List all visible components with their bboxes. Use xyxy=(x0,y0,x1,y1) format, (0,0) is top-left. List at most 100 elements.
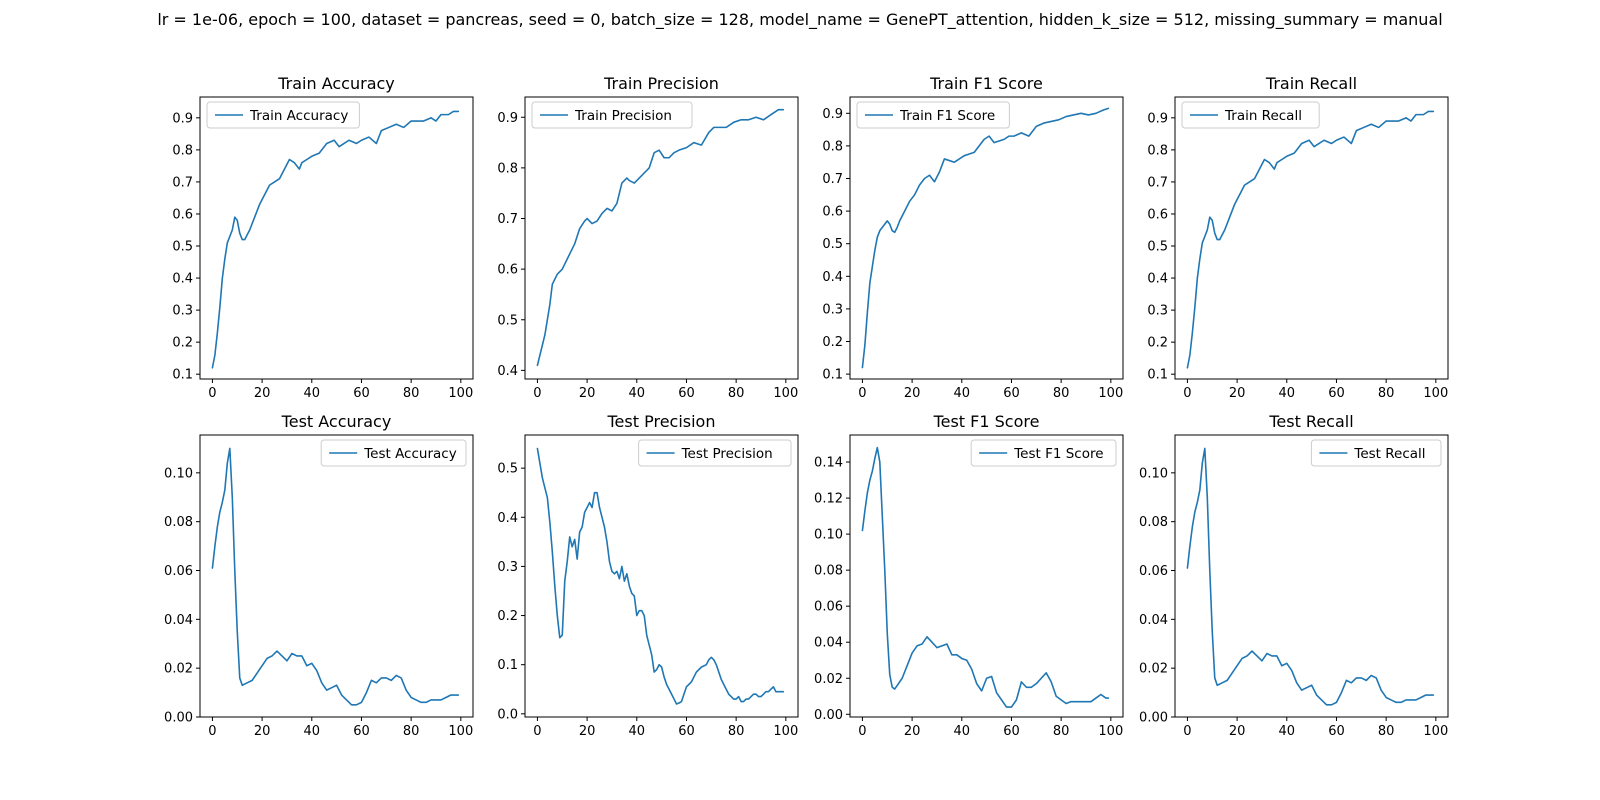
x-tick-label: 20 xyxy=(1229,386,1246,401)
subplot-test-precision: Test Precision 0 20 40 60 80 100 0.0 0.1 0.2 0.3 0.… xyxy=(497,412,799,739)
subplot-train-f1: Train F1 Score 0 20 40 60 80 100 0.1 0.2 0.3 0.4 0.… xyxy=(822,74,1124,401)
legend-label: Train Recall xyxy=(1224,108,1302,124)
x-tick-label: 80 xyxy=(728,386,745,401)
y-tick-label: 0.7 xyxy=(497,212,518,227)
y-tick-label: 0.10 xyxy=(164,466,193,481)
y-tick-label: 0.7 xyxy=(822,172,843,187)
y-tick-label: 0.12 xyxy=(814,492,843,507)
y-tick-label: 0.3 xyxy=(822,302,843,317)
legend-label: Test Accuracy xyxy=(363,446,457,462)
y-tick-label: 0.06 xyxy=(1139,564,1168,579)
legend-label: Train Accuracy xyxy=(249,108,348,124)
y-tick-label: 0.1 xyxy=(172,368,193,383)
legend-box xyxy=(1181,101,1320,129)
axes-frame xyxy=(524,434,799,718)
y-tick-label: 0.08 xyxy=(814,564,843,579)
y-tick-label: 0.4 xyxy=(497,511,518,526)
x-tick-label: 100 xyxy=(773,386,798,401)
y-tick-label: 0.06 xyxy=(814,600,843,615)
y-tick-label: 0.6 xyxy=(822,205,843,220)
subplot-title: Test Accuracy xyxy=(281,412,392,431)
series-line xyxy=(211,447,460,706)
x-tick-label: 40 xyxy=(954,386,971,401)
y-tick-label: 0.5 xyxy=(497,313,518,328)
x-tick-label: 80 xyxy=(1053,386,1070,401)
y-tick-label: 0.2 xyxy=(497,609,518,624)
axes-frame xyxy=(1174,434,1449,718)
x-tick-label: 20 xyxy=(254,386,271,401)
y-tick-label: 0.00 xyxy=(164,711,193,726)
y-tick-label: 0.3 xyxy=(1147,304,1168,319)
y-tick-label: 0.4 xyxy=(822,270,843,285)
axes-frame xyxy=(199,434,474,718)
legend-box xyxy=(531,101,693,129)
x-tick-label: 20 xyxy=(579,386,596,401)
y-tick-label: 0.1 xyxy=(1147,368,1168,383)
y-tick-label: 0.8 xyxy=(497,161,518,176)
y-tick-label: 0.3 xyxy=(497,560,518,575)
series-line xyxy=(861,446,1110,708)
x-tick-label: 20 xyxy=(904,724,921,739)
x-tick-label: 60 xyxy=(1328,724,1345,739)
legend-box xyxy=(856,101,1010,129)
x-tick-label: 100 xyxy=(1098,724,1123,739)
y-tick-label: 0.6 xyxy=(1147,207,1168,222)
subplot-train-precision: Train Precision 0 20 40 60 80 100 0.4 0.5 0.6 0.7 0… xyxy=(497,74,799,401)
y-tick-label: 0.9 xyxy=(822,107,843,122)
y-tick-label: 0.5 xyxy=(172,240,193,255)
legend-box xyxy=(206,101,360,129)
x-tick-label: 40 xyxy=(1279,386,1296,401)
x-tick-label: 100 xyxy=(1098,386,1123,401)
subplot-title: Train F1 Score xyxy=(929,74,1043,93)
x-tick-label: 80 xyxy=(1053,724,1070,739)
y-tick-label: 0.3 xyxy=(172,304,193,319)
legend-label: Test Precision xyxy=(681,446,773,462)
legend-box xyxy=(1310,439,1442,467)
x-tick-label: 0 xyxy=(1183,386,1191,401)
x-tick-label: 60 xyxy=(1003,386,1020,401)
x-tick-label: 20 xyxy=(254,724,271,739)
x-tick-label: 100 xyxy=(773,724,798,739)
y-tick-label: 0.10 xyxy=(814,528,843,543)
x-tick-label: 40 xyxy=(629,386,646,401)
x-tick-label: 60 xyxy=(1003,724,1020,739)
y-tick-label: 0.4 xyxy=(497,364,518,379)
y-tick-label: 0.9 xyxy=(497,111,518,126)
legend-box xyxy=(320,439,467,467)
y-tick-label: 0.08 xyxy=(164,515,193,530)
x-tick-label: 20 xyxy=(579,724,596,739)
y-tick-label: 0.8 xyxy=(822,139,843,154)
x-tick-label: 100 xyxy=(448,386,473,401)
subplot-train-accuracy: Train Accuracy 0 20 40 60 80 100 0.1 0.2 0.3 0.4 0.… xyxy=(172,74,474,401)
y-tick-label: 0.02 xyxy=(164,662,193,677)
x-tick-label: 80 xyxy=(403,386,420,401)
subplot-test-f1: Test F1 Score 0 20 40 60 80 100 0.00 0.02 0.04 0.0… xyxy=(814,412,1124,739)
subplot-test-accuracy: Test Accuracy 0 20 40 60 80 100 0.00 0.02 0.04 0.0… xyxy=(164,412,474,739)
x-tick-label: 0 xyxy=(1183,724,1191,739)
y-tick-label: 0.8 xyxy=(1147,143,1168,158)
axes-frame xyxy=(524,96,799,380)
axes-frame xyxy=(849,96,1124,380)
x-tick-label: 0 xyxy=(858,386,866,401)
axes-frame xyxy=(1174,96,1449,380)
x-tick-label: 0 xyxy=(533,724,541,739)
series-line xyxy=(536,108,785,367)
subplot-title: Test F1 Score xyxy=(933,412,1040,431)
y-tick-label: 0.1 xyxy=(497,658,518,673)
legend-label: Test F1 Score xyxy=(1013,446,1103,462)
x-tick-label: 40 xyxy=(954,724,971,739)
y-tick-label: 0.2 xyxy=(822,335,843,350)
y-tick-label: 0.04 xyxy=(164,613,193,628)
y-tick-label: 0.7 xyxy=(172,175,193,190)
x-tick-label: 0 xyxy=(208,386,216,401)
legend-label: Train F1 Score xyxy=(899,108,995,124)
y-tick-label: 0.5 xyxy=(1147,240,1168,255)
y-tick-label: 0.2 xyxy=(1147,336,1168,351)
subplot-train-recall: Train Recall 0 20 40 60 80 100 0.1 0.2 0.3 0.4 0.5 0… xyxy=(1147,74,1449,401)
y-tick-label: 0.08 xyxy=(1139,515,1168,530)
y-tick-label: 0.9 xyxy=(1147,111,1168,126)
y-tick-label: 0.6 xyxy=(172,207,193,222)
series-line xyxy=(861,107,1110,369)
y-tick-label: 0.06 xyxy=(164,564,193,579)
